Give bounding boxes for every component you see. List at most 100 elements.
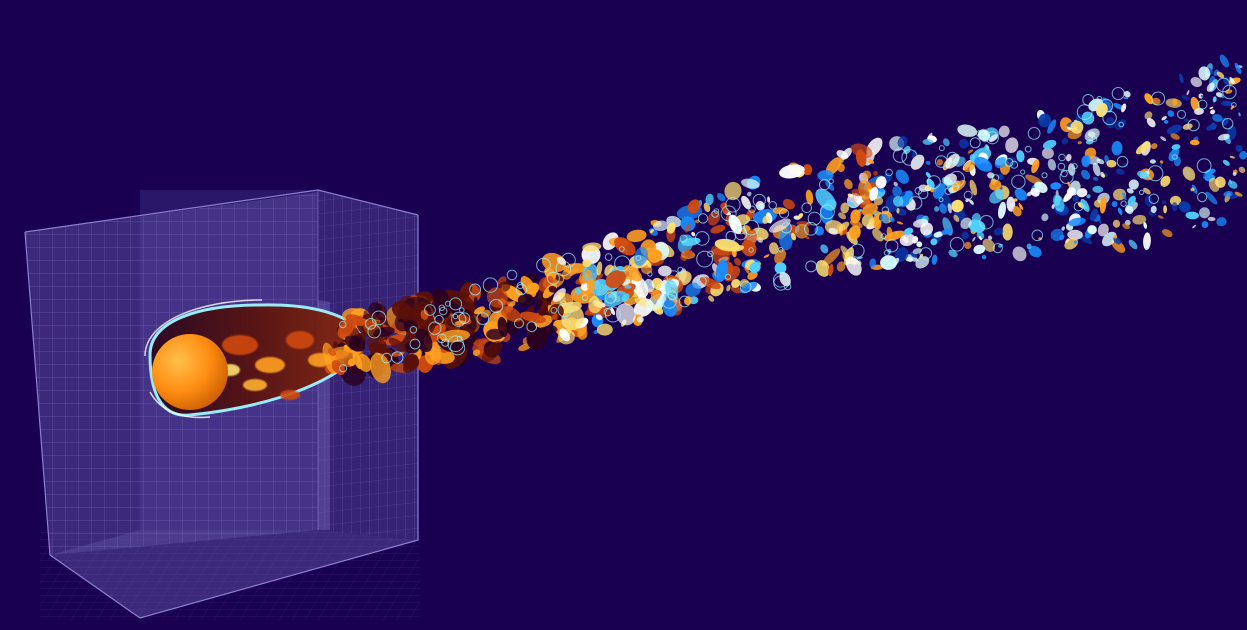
wake-eddy [447, 290, 475, 309]
wake-eddy [1217, 133, 1230, 141]
wake-eddy [994, 157, 1007, 169]
wake-eddy [989, 179, 1002, 191]
wake-eddy [474, 306, 485, 315]
wake-eddy [1146, 117, 1156, 128]
wake-eddy [700, 276, 721, 290]
wake-eddy [542, 324, 558, 333]
wake-vortex-ring [778, 247, 784, 253]
wake-eddy [653, 220, 669, 232]
wake-eddy [1086, 194, 1091, 199]
wake-eddy [892, 195, 904, 207]
wake-eddy [730, 245, 745, 252]
wake-eddy [973, 244, 986, 255]
wake-eddy [957, 124, 978, 137]
wake-vortex-ring [752, 193, 766, 207]
wake-eddy [900, 191, 906, 197]
wake-eddy [1113, 103, 1124, 110]
wake-eddy [815, 188, 837, 211]
wake-eddy [989, 134, 998, 143]
wake-eddy [577, 327, 588, 340]
wake-vortex-ring [780, 222, 793, 234]
wake-vortex-ring [459, 307, 465, 313]
wake-eddy [1096, 158, 1105, 165]
wake-eddy [998, 125, 1010, 138]
wake-eddy [684, 249, 693, 257]
wake-eddy [1067, 163, 1076, 176]
wake-eddy [636, 316, 644, 323]
wake-eddy [534, 298, 543, 308]
wake-eddy [337, 318, 355, 339]
wake-vortex-ring [1151, 91, 1166, 106]
wake-eddy [1128, 179, 1139, 190]
wake-vortex-ring [885, 168, 893, 177]
wake-eddy [1080, 198, 1090, 212]
wake-vortex-ring [514, 318, 524, 329]
wake-vortex-ring [938, 145, 945, 152]
wake-vortex-ring [1148, 193, 1160, 205]
wake-vortex-ring [779, 208, 790, 219]
wake-eddy [731, 278, 741, 289]
wake-eddy [931, 254, 938, 265]
wake-vortex-ring [985, 131, 999, 145]
wake-eddy [895, 169, 909, 184]
wake-vortex-ring [804, 221, 818, 236]
wake-eddy [356, 315, 363, 324]
wake-eddy [1092, 185, 1104, 193]
wake-eddy [1047, 158, 1057, 171]
wake-vortex-ring [581, 294, 589, 301]
wake-eddy [673, 299, 678, 303]
wake-eddy [747, 191, 752, 197]
wake-eddy [969, 179, 978, 196]
wake-eddy [963, 161, 976, 173]
wake-vortex-ring [976, 130, 984, 138]
wake-eddy [873, 170, 878, 176]
wake-eddy [959, 138, 969, 149]
wake-eddy [1219, 54, 1229, 68]
wake-eddy [1239, 150, 1247, 160]
wake-eddy [650, 289, 661, 301]
wake-eddy [364, 317, 377, 331]
wake-eddy [868, 217, 875, 227]
wake-eddy [1216, 217, 1227, 227]
wake-eddy [705, 193, 714, 206]
wake-eddy [459, 281, 473, 300]
wake-eddy [559, 328, 571, 342]
wake-eddy [584, 269, 593, 279]
wake-eddy [1144, 111, 1153, 120]
wake-vortex-ring [919, 247, 933, 260]
wake-eddy [1047, 119, 1057, 134]
wake-eddy [1229, 76, 1235, 85]
wake-eddy [557, 291, 565, 298]
wake-vortex-ring [661, 294, 677, 309]
wake-eddy [1113, 236, 1122, 245]
wake-eddy [1099, 196, 1107, 214]
wake-vortex-ring [739, 281, 752, 293]
wake-eddy [961, 231, 970, 240]
wake-vortex-ring [724, 273, 732, 280]
wake-eddy [972, 236, 976, 242]
wake-eddy [880, 213, 890, 224]
wake-eddy [947, 203, 952, 214]
wake-eddy [845, 256, 862, 276]
wake-eddy [526, 328, 548, 350]
wake-eddy [1162, 229, 1173, 238]
wake-eddy [1135, 141, 1151, 155]
wake-eddy [872, 228, 884, 242]
wake-eddy [1144, 195, 1153, 207]
wake-vortex-ring [489, 299, 504, 313]
wake-eddy [930, 238, 938, 246]
wake-eddy [1238, 112, 1241, 117]
wake-eddy [869, 258, 877, 268]
wake-eddy [769, 218, 791, 233]
wake-eddy [1101, 97, 1113, 113]
wake-vortex-ring [711, 210, 719, 218]
wake-eddy [582, 242, 602, 252]
wake-eddy [1115, 168, 1125, 175]
wake-eddy [993, 227, 1004, 236]
wake-eddy [1092, 162, 1101, 177]
wake-eddy [768, 242, 779, 255]
wake-eddy [1041, 147, 1054, 159]
wake-vortex-ring [885, 239, 899, 253]
wake-vortex-ring [391, 351, 404, 364]
wake-vortex-ring [1057, 162, 1066, 171]
